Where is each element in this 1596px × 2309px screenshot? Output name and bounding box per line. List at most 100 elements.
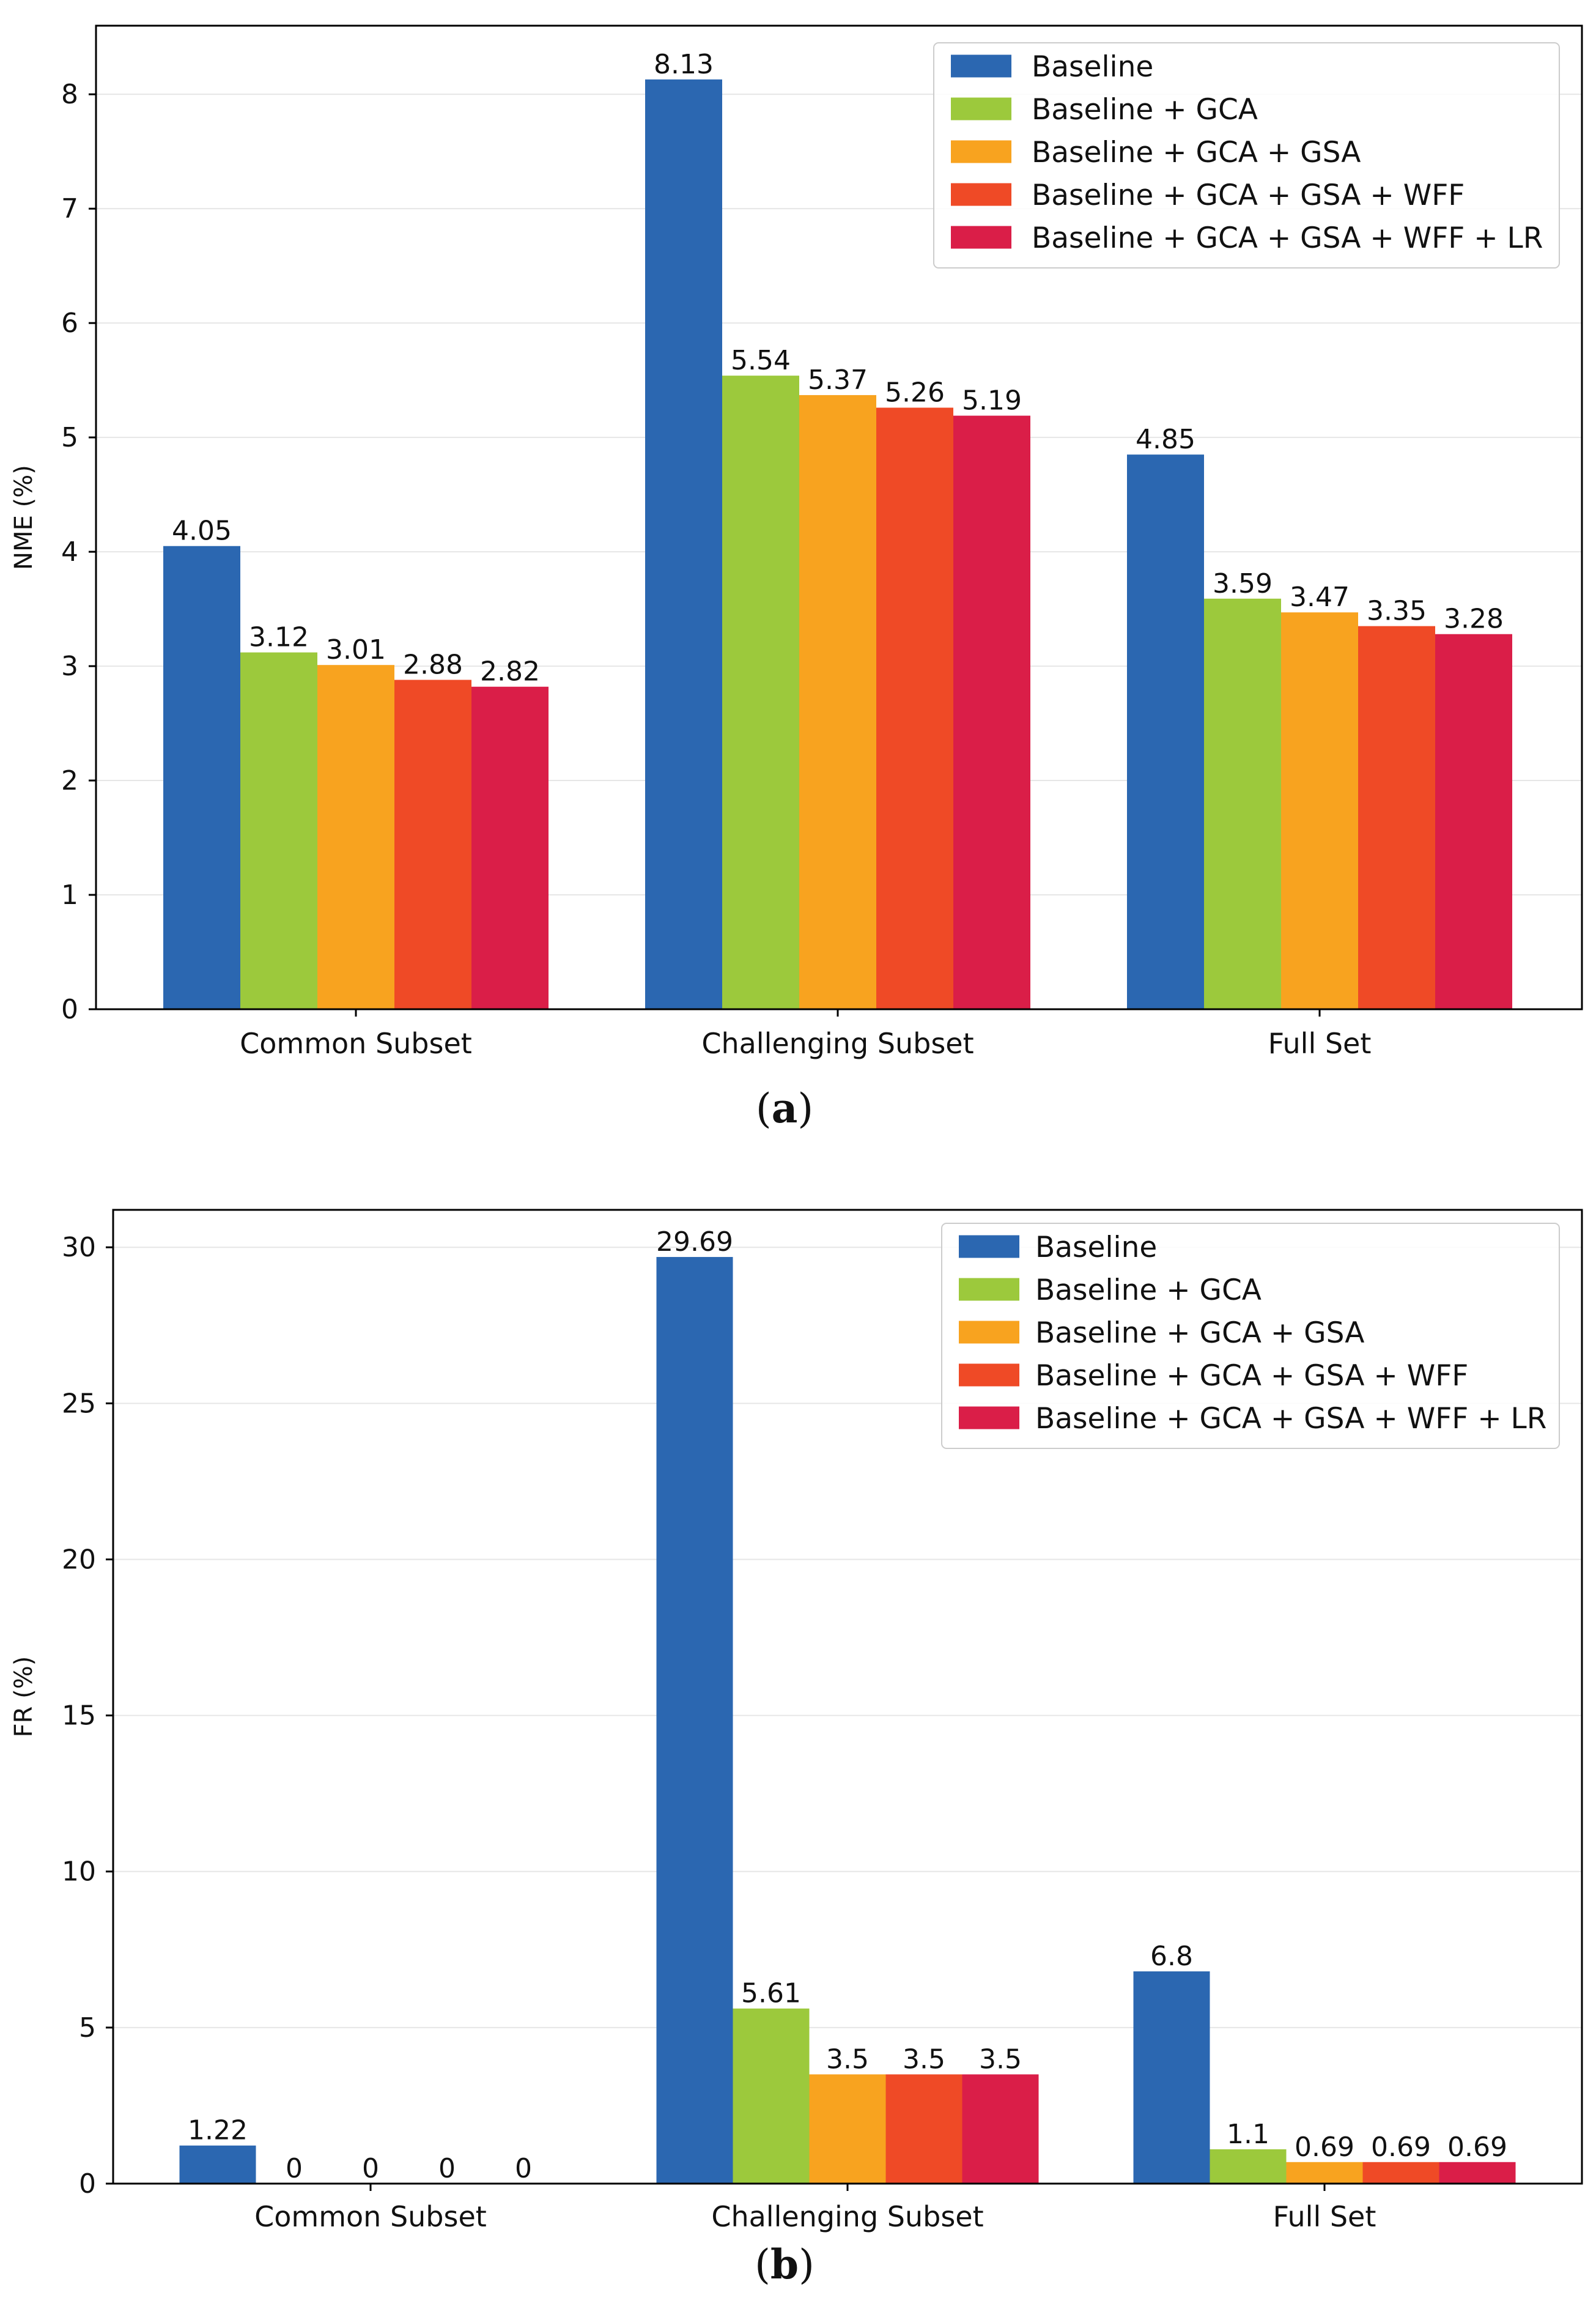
bar bbox=[799, 395, 876, 1009]
bar bbox=[163, 546, 240, 1009]
bar-value-label: 0.69 bbox=[1447, 2132, 1507, 2163]
y-tick-label: 10 bbox=[62, 1856, 96, 1888]
bar-value-label: 0 bbox=[515, 2153, 532, 2184]
legend-entry: Baseline + GCA bbox=[1035, 1273, 1262, 1307]
bar bbox=[885, 2074, 962, 2184]
legend-swatch bbox=[951, 54, 1011, 78]
y-tick-label: 30 bbox=[62, 1232, 96, 1263]
y-tick-label: 2 bbox=[61, 765, 78, 796]
bar-value-label: 2.82 bbox=[480, 656, 540, 688]
legend-entry: Baseline + GCA + GSA + WFF + LR bbox=[1032, 221, 1543, 255]
bar bbox=[1133, 1971, 1210, 2184]
bar bbox=[1439, 2162, 1516, 2184]
bar-value-label: 0 bbox=[286, 2153, 303, 2184]
bar bbox=[1362, 2162, 1439, 2184]
legend-entry: Baseline + GCA + GSA + WFF bbox=[1035, 1359, 1468, 1393]
bar bbox=[645, 79, 722, 1010]
bar-value-label: 5.26 bbox=[885, 377, 945, 409]
chart-panel-a: 4.05 3.12 3.01 2.88 2.82 Common Subset 8.13 5.5… bbox=[10, 24, 1583, 1132]
bar-value-label: 5.54 bbox=[731, 345, 791, 376]
y-tick-label: 15 bbox=[62, 1700, 96, 1732]
y-tick-label: 25 bbox=[62, 1388, 96, 1419]
plot-frame bbox=[95, 24, 1583, 1010]
bar-value-label: 6.8 bbox=[1150, 1941, 1193, 1972]
bar bbox=[317, 665, 394, 1009]
legend-entry: Baseline + GCA + GSA + WFF bbox=[1032, 179, 1465, 212]
bar bbox=[953, 415, 1030, 1009]
y-tick-label: 5 bbox=[61, 422, 78, 453]
y-tick-label: 0 bbox=[79, 2168, 96, 2200]
legend-box bbox=[933, 42, 1560, 269]
legend-entry: Baseline bbox=[1032, 50, 1153, 84]
bar bbox=[1281, 612, 1358, 1009]
bar-value-label: 4.05 bbox=[172, 516, 232, 547]
panel-label: (a) bbox=[756, 1084, 813, 1132]
bar-value-label: 3.5 bbox=[903, 2044, 945, 2075]
legend-entry: Baseline + GCA + GSA + WFF + LR bbox=[1035, 1402, 1546, 1436]
bar-value-label: 3.01 bbox=[326, 634, 386, 665]
chart-panel-b: 1.22 0 0 0 0 Common Subset 29.69 5.61 3.5 3.5 3.5 C… bbox=[10, 1209, 1583, 2288]
bar bbox=[1204, 598, 1281, 1009]
bar bbox=[240, 652, 317, 1009]
bar-value-label: 5.61 bbox=[741, 1978, 801, 2009]
panel-label: (b) bbox=[755, 2240, 815, 2288]
bar-value-label: 5.19 bbox=[962, 385, 1022, 417]
legend-swatch bbox=[951, 226, 1011, 249]
bar-value-label: 3.59 bbox=[1213, 568, 1273, 599]
legend-swatch bbox=[951, 183, 1011, 206]
bar bbox=[1435, 634, 1512, 1009]
x-tick-label: Challenging Subset bbox=[711, 2200, 983, 2233]
bar bbox=[1210, 2149, 1287, 2184]
y-tick-label: 6 bbox=[61, 308, 78, 339]
x-tick-label: Common Subset bbox=[254, 2200, 487, 2233]
legend-swatch bbox=[951, 140, 1011, 163]
bar bbox=[1127, 454, 1204, 1009]
bar-value-label: 5.37 bbox=[808, 365, 868, 396]
legend-swatch bbox=[959, 1321, 1019, 1344]
legend-box bbox=[941, 1223, 1560, 1449]
bar-value-label: 3.12 bbox=[249, 622, 309, 653]
bar-value-label: 0 bbox=[438, 2153, 456, 2184]
bar bbox=[1358, 626, 1435, 1009]
bar-value-label: 0.69 bbox=[1295, 2132, 1354, 2163]
bar bbox=[179, 2145, 256, 2184]
bar bbox=[809, 2074, 886, 2184]
y-axis-label: NME (%) bbox=[10, 465, 38, 570]
legend-swatch bbox=[959, 1235, 1019, 1258]
bar-value-label: 1.22 bbox=[188, 2115, 248, 2146]
y-tick-label: 8 bbox=[61, 79, 78, 110]
bar bbox=[471, 686, 549, 1009]
legend-entry: Baseline + GCA bbox=[1032, 93, 1258, 127]
bar-value-label: 29.69 bbox=[656, 1226, 733, 1258]
y-tick-label: 5 bbox=[79, 2012, 96, 2044]
bar-value-label: 8.13 bbox=[654, 49, 714, 80]
x-tick-label: Full Set bbox=[1273, 2200, 1376, 2233]
y-axis-label: FR (%) bbox=[10, 1656, 38, 1738]
y-tick-label: 1 bbox=[61, 880, 78, 911]
legend-entry: Baseline + GCA + GSA bbox=[1032, 136, 1361, 169]
bar bbox=[962, 2074, 1039, 2184]
y-tick-label: 3 bbox=[61, 651, 78, 682]
x-tick-label: Common Subset bbox=[240, 1027, 472, 1060]
y-tick-label: 0 bbox=[61, 994, 78, 1025]
y-tick-label: 7 bbox=[61, 193, 78, 224]
bar bbox=[656, 1257, 733, 2184]
bar bbox=[876, 407, 953, 1009]
x-tick-label: Challenging Subset bbox=[701, 1027, 973, 1060]
bar-value-label: 0.69 bbox=[1371, 2132, 1431, 2163]
bar-value-label: 3.5 bbox=[826, 2044, 869, 2075]
legend-entry: Baseline bbox=[1035, 1231, 1157, 1264]
bar bbox=[1286, 2162, 1363, 2184]
bar-value-label: 0 bbox=[362, 2153, 379, 2184]
legend-swatch bbox=[951, 97, 1011, 120]
y-tick-label: 20 bbox=[62, 1544, 96, 1575]
bar bbox=[394, 680, 471, 1009]
legend-swatch bbox=[959, 1406, 1019, 1429]
bar-value-label: 3.35 bbox=[1367, 596, 1427, 627]
bar-value-label: 3.5 bbox=[979, 2044, 1022, 2075]
x-tick-label: Full Set bbox=[1268, 1027, 1372, 1060]
bar-value-label: 3.47 bbox=[1290, 582, 1350, 613]
bar bbox=[722, 376, 799, 1009]
bar bbox=[733, 2008, 810, 2184]
legend-entry: Baseline + GCA + GSA bbox=[1035, 1316, 1364, 1350]
